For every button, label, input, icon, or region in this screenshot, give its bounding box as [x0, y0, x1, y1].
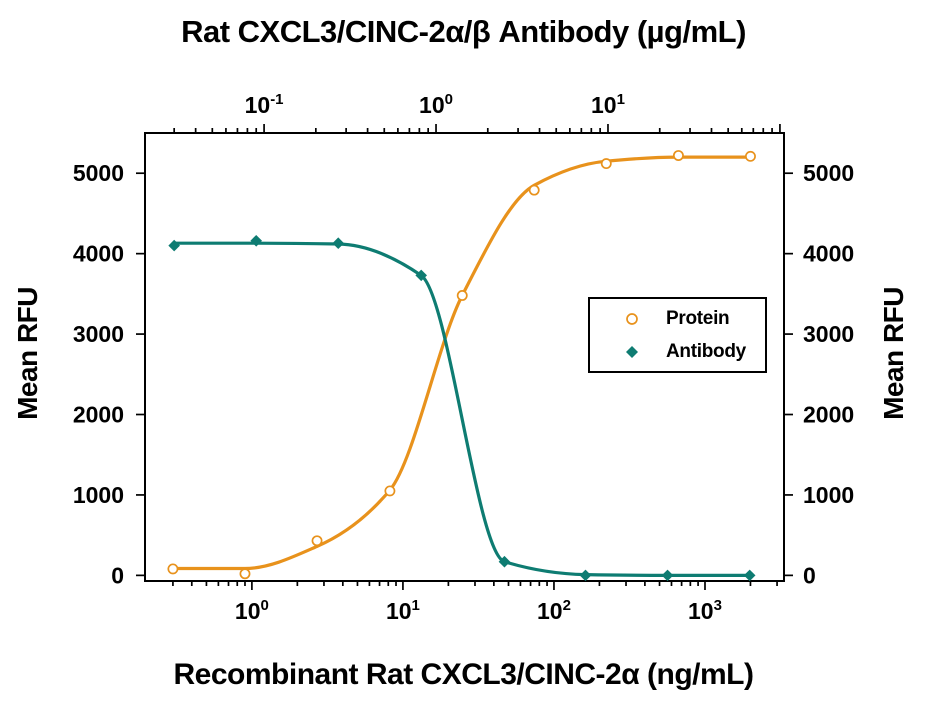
- right-axis-title: Mean RFU: [878, 287, 909, 420]
- bottom_x-tick-label: 101: [386, 597, 420, 624]
- bottom_x-tick-label: 103: [688, 597, 722, 624]
- legend-label-antibody: Antibody: [666, 340, 746, 362]
- top_x-tick-label: 100: [419, 91, 453, 118]
- protein-data-point: [456, 290, 468, 301]
- left-axis-title: Mean RFU: [12, 287, 43, 420]
- top_x-tick-label: 101: [591, 91, 625, 118]
- filled-diamond-icon: [626, 345, 638, 358]
- bottom_x-ticks: [172, 581, 778, 590]
- antibody-data-point: [661, 569, 674, 582]
- protein-data-point: [311, 535, 323, 547]
- y-tick-label-left: 1000: [73, 482, 124, 508]
- antibody-data-point: [250, 234, 263, 247]
- protein-data-point: [384, 485, 396, 497]
- y-tick-label-left: 4000: [73, 241, 124, 267]
- y-tick-label-right: 0: [803, 562, 816, 588]
- y-tick-label-right: 4000: [803, 241, 854, 267]
- legend-item-antibody: Antibody: [590, 335, 765, 368]
- y-tick-label-right: 1000: [803, 482, 854, 508]
- protein-data-point: [167, 563, 179, 575]
- protein-data-point: [745, 150, 756, 162]
- open-circle-icon: [626, 312, 638, 325]
- plot-frame: [144, 132, 785, 582]
- antibody-data-point: [415, 269, 428, 282]
- y-tick-label-right: 3000: [803, 321, 854, 347]
- protein-data-point: [528, 184, 540, 196]
- protein-data-point: [672, 150, 684, 161]
- legend-item-protein: Protein: [590, 302, 765, 335]
- y-tick-label-left: 0: [111, 562, 124, 588]
- bottom-axis-title: Recombinant Rat CXCL3/CINC-2α (ng/mL): [173, 658, 754, 691]
- bottom_x-tick-label: 100: [235, 597, 269, 624]
- antibody-curve: [172, 241, 752, 578]
- antibody-data-point: [743, 569, 756, 582]
- top-axis-title: Rat CXCL3/CINC-2α/β Antibody (µg/mL): [181, 14, 746, 49]
- y-ticks: [136, 172, 793, 577]
- legend-label-protein: Protein: [666, 307, 730, 329]
- top_x-tick-label: 10-1: [245, 91, 284, 118]
- protein-data-point: [600, 158, 612, 170]
- antibody-data-point: [579, 569, 592, 582]
- antibody-data-point: [498, 555, 511, 568]
- antibody-data-point: [332, 237, 345, 249]
- protein-curve: [171, 155, 753, 571]
- bottom_x-tick-label: 102: [537, 597, 571, 624]
- protein-data-point: [239, 568, 251, 580]
- antibody-data-point: [168, 239, 180, 252]
- y-tick-label-left: 5000: [73, 160, 124, 186]
- y-tick-label-right: 2000: [803, 402, 854, 428]
- y-tick-label-left: 3000: [73, 321, 124, 347]
- legend: Protein Antibody: [588, 297, 767, 373]
- y-tick-label-right: 5000: [803, 160, 854, 186]
- y-tick-label-left: 2000: [73, 402, 124, 428]
- top_x-ticks: [173, 124, 781, 133]
